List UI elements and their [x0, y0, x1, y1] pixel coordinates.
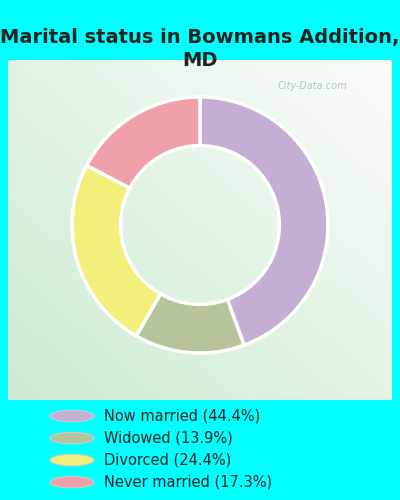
Circle shape — [50, 454, 94, 466]
Text: City-Data.com: City-Data.com — [278, 81, 347, 91]
Circle shape — [50, 410, 94, 422]
Circle shape — [50, 432, 94, 444]
Wedge shape — [72, 166, 160, 336]
Wedge shape — [136, 294, 244, 353]
Text: Now married (44.4%): Now married (44.4%) — [104, 408, 260, 424]
Text: Marital status in Bowmans Addition,
MD: Marital status in Bowmans Addition, MD — [0, 28, 400, 70]
Text: Widowed (13.9%): Widowed (13.9%) — [104, 430, 233, 446]
Text: Divorced (24.4%): Divorced (24.4%) — [104, 452, 231, 468]
Wedge shape — [87, 97, 200, 188]
Wedge shape — [200, 97, 328, 345]
Text: Never married (17.3%): Never married (17.3%) — [104, 474, 272, 490]
Circle shape — [50, 476, 94, 488]
